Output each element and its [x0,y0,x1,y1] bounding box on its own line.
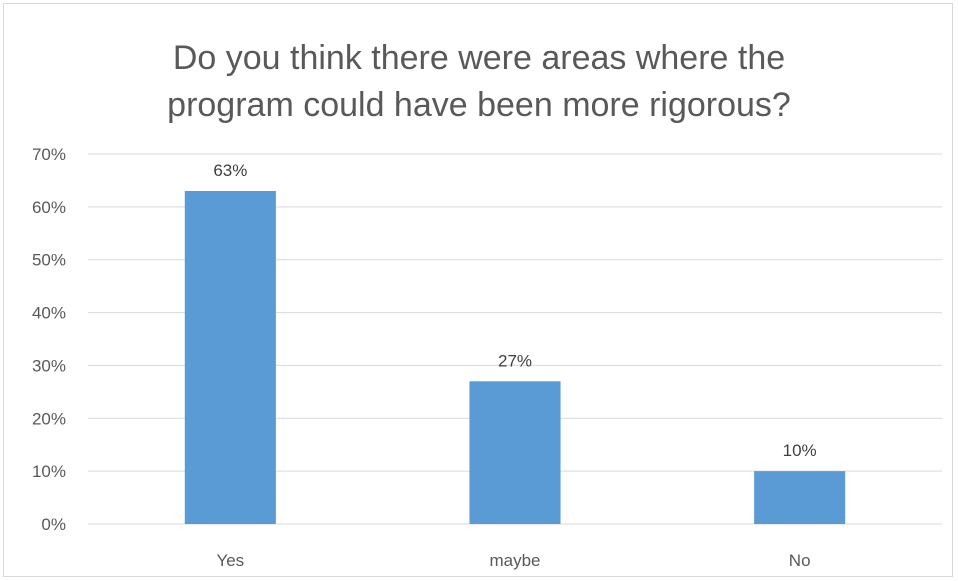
y-axis-tick-labels: 0% 10% 20% 30% 40% 50% 60% 70% [32,145,66,534]
y-tick-label: 40% [32,304,66,323]
chart-title: Do you think there were areas where the … [0,35,958,129]
bar-maybe [469,381,561,524]
y-tick-label: 50% [32,251,66,270]
data-label-no: 10% [783,441,817,460]
chart-title-line-1: Do you think there were areas where the [172,39,786,77]
data-label-yes: 63% [213,161,247,180]
x-category-label-no: No [789,551,811,570]
chart-title-line-2: program could have been more rigorous? [167,86,791,124]
bar-no [754,471,846,524]
x-axis-category-labels: Yes maybe No [216,551,810,570]
y-tick-label: 10% [32,462,66,481]
bar-yes [184,191,276,524]
x-category-label-yes: Yes [216,551,244,570]
y-tick-label: 60% [32,198,66,217]
y-tick-label: 30% [32,356,66,375]
y-tick-label: 20% [32,409,66,428]
y-tick-label: 70% [32,145,66,164]
bars [184,191,846,524]
x-category-label-maybe: maybe [489,551,540,570]
y-tick-label: 0% [41,515,66,534]
bar-data-labels: 63% 27% 10% [213,161,816,460]
data-label-maybe: 27% [498,351,532,370]
